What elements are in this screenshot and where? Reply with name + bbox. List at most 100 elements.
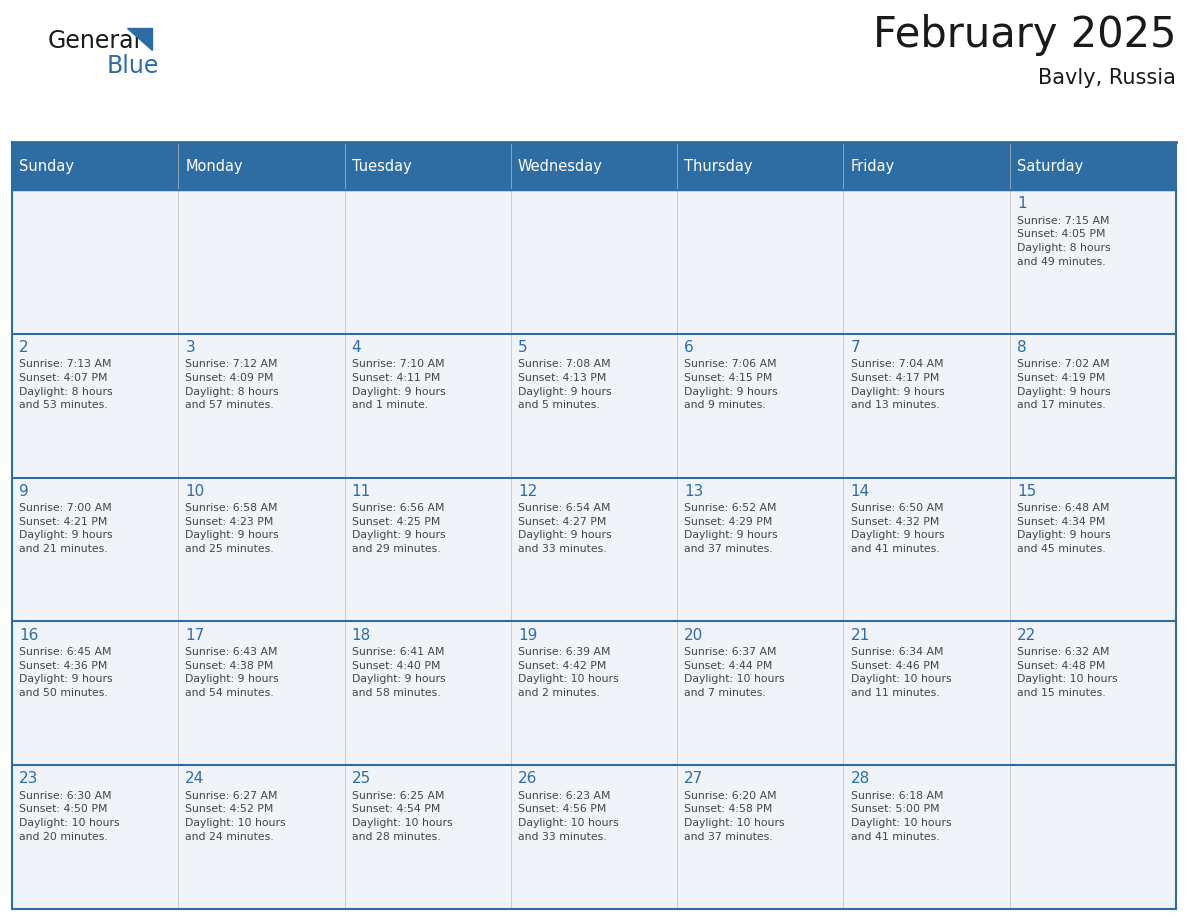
Text: Tuesday: Tuesday [352, 159, 411, 174]
Bar [178, 477, 345, 621]
Bar [511, 765, 677, 909]
Text: 6: 6 [684, 341, 694, 355]
Text: Bavly, Russia: Bavly, Russia [1038, 68, 1176, 88]
Text: 23: 23 [19, 771, 38, 787]
Bar [843, 621, 1010, 765]
Bar [843, 477, 1010, 621]
Text: Friday: Friday [851, 159, 895, 174]
Text: Saturday: Saturday [1017, 159, 1083, 174]
Text: Sunrise: 6:43 AM
Sunset: 4:38 PM
Daylight: 9 hours
and 54 minutes.: Sunrise: 6:43 AM Sunset: 4:38 PM Dayligh… [185, 647, 279, 698]
Bar [345, 142, 511, 190]
Text: February 2025: February 2025 [873, 14, 1176, 56]
Bar [843, 142, 1010, 190]
Text: Sunrise: 6:39 AM
Sunset: 4:42 PM
Daylight: 10 hours
and 2 minutes.: Sunrise: 6:39 AM Sunset: 4:42 PM Dayligh… [518, 647, 619, 698]
Text: Sunrise: 7:02 AM
Sunset: 4:19 PM
Daylight: 9 hours
and 17 minutes.: Sunrise: 7:02 AM Sunset: 4:19 PM Dayligh… [1017, 360, 1111, 410]
Text: 8: 8 [1017, 341, 1026, 355]
Text: Sunrise: 6:27 AM
Sunset: 4:52 PM
Daylight: 10 hours
and 24 minutes.: Sunrise: 6:27 AM Sunset: 4:52 PM Dayligh… [185, 790, 286, 842]
Text: 2: 2 [19, 341, 29, 355]
Text: Sunrise: 7:08 AM
Sunset: 4:13 PM
Daylight: 9 hours
and 5 minutes.: Sunrise: 7:08 AM Sunset: 4:13 PM Dayligh… [518, 360, 612, 410]
Text: Sunrise: 7:12 AM
Sunset: 4:09 PM
Daylight: 8 hours
and 57 minutes.: Sunrise: 7:12 AM Sunset: 4:09 PM Dayligh… [185, 360, 279, 410]
Text: 5: 5 [518, 341, 527, 355]
Bar [178, 621, 345, 765]
Text: Blue: Blue [107, 54, 159, 78]
Text: 20: 20 [684, 628, 703, 643]
Text: Sunrise: 6:58 AM
Sunset: 4:23 PM
Daylight: 9 hours
and 25 minutes.: Sunrise: 6:58 AM Sunset: 4:23 PM Dayligh… [185, 503, 279, 554]
Bar [178, 334, 345, 477]
Bar [178, 142, 345, 190]
Text: Sunrise: 6:52 AM
Sunset: 4:29 PM
Daylight: 9 hours
and 37 minutes.: Sunrise: 6:52 AM Sunset: 4:29 PM Dayligh… [684, 503, 778, 554]
Bar [178, 190, 345, 334]
Text: Sunrise: 6:20 AM
Sunset: 4:58 PM
Daylight: 10 hours
and 37 minutes.: Sunrise: 6:20 AM Sunset: 4:58 PM Dayligh… [684, 790, 785, 842]
Text: 13: 13 [684, 484, 703, 499]
Text: Sunrise: 6:32 AM
Sunset: 4:48 PM
Daylight: 10 hours
and 15 minutes.: Sunrise: 6:32 AM Sunset: 4:48 PM Dayligh… [1017, 647, 1118, 698]
Text: Sunday: Sunday [19, 159, 74, 174]
Text: Sunrise: 6:34 AM
Sunset: 4:46 PM
Daylight: 10 hours
and 11 minutes.: Sunrise: 6:34 AM Sunset: 4:46 PM Dayligh… [851, 647, 952, 698]
Text: 14: 14 [851, 484, 870, 499]
Text: 4: 4 [352, 341, 361, 355]
Text: Sunrise: 6:41 AM
Sunset: 4:40 PM
Daylight: 9 hours
and 58 minutes.: Sunrise: 6:41 AM Sunset: 4:40 PM Dayligh… [352, 647, 446, 698]
Text: Sunrise: 7:13 AM
Sunset: 4:07 PM
Daylight: 8 hours
and 53 minutes.: Sunrise: 7:13 AM Sunset: 4:07 PM Dayligh… [19, 360, 113, 410]
Bar [1010, 190, 1176, 334]
Text: 25: 25 [352, 771, 371, 787]
Text: 27: 27 [684, 771, 703, 787]
Text: Sunrise: 6:37 AM
Sunset: 4:44 PM
Daylight: 10 hours
and 7 minutes.: Sunrise: 6:37 AM Sunset: 4:44 PM Dayligh… [684, 647, 785, 698]
Text: 22: 22 [1017, 628, 1036, 643]
Bar [511, 142, 677, 190]
Bar [1010, 142, 1176, 190]
Bar [843, 334, 1010, 477]
Bar [511, 477, 677, 621]
Text: 10: 10 [185, 484, 204, 499]
Bar [12, 765, 178, 909]
Text: 15: 15 [1017, 484, 1036, 499]
Bar [511, 190, 677, 334]
Text: Monday: Monday [185, 159, 244, 174]
Text: 16: 16 [19, 628, 38, 643]
Bar [1010, 765, 1176, 909]
Text: General: General [48, 29, 140, 53]
Text: Sunrise: 6:30 AM
Sunset: 4:50 PM
Daylight: 10 hours
and 20 minutes.: Sunrise: 6:30 AM Sunset: 4:50 PM Dayligh… [19, 790, 120, 842]
Text: Sunrise: 7:00 AM
Sunset: 4:21 PM
Daylight: 9 hours
and 21 minutes.: Sunrise: 7:00 AM Sunset: 4:21 PM Dayligh… [19, 503, 113, 554]
Text: Sunrise: 6:18 AM
Sunset: 5:00 PM
Daylight: 10 hours
and 41 minutes.: Sunrise: 6:18 AM Sunset: 5:00 PM Dayligh… [851, 790, 952, 842]
Text: 21: 21 [851, 628, 870, 643]
Bar [345, 190, 511, 334]
Text: Sunrise: 6:23 AM
Sunset: 4:56 PM
Daylight: 10 hours
and 33 minutes.: Sunrise: 6:23 AM Sunset: 4:56 PM Dayligh… [518, 790, 619, 842]
Text: Sunrise: 6:56 AM
Sunset: 4:25 PM
Daylight: 9 hours
and 29 minutes.: Sunrise: 6:56 AM Sunset: 4:25 PM Dayligh… [352, 503, 446, 554]
Bar [677, 765, 843, 909]
Bar [12, 334, 178, 477]
Text: Sunrise: 7:04 AM
Sunset: 4:17 PM
Daylight: 9 hours
and 13 minutes.: Sunrise: 7:04 AM Sunset: 4:17 PM Dayligh… [851, 360, 944, 410]
Text: Sunrise: 6:45 AM
Sunset: 4:36 PM
Daylight: 9 hours
and 50 minutes.: Sunrise: 6:45 AM Sunset: 4:36 PM Dayligh… [19, 647, 113, 698]
Bar [1010, 621, 1176, 765]
Bar [843, 765, 1010, 909]
Text: 9: 9 [19, 484, 29, 499]
Text: Sunrise: 7:15 AM
Sunset: 4:05 PM
Daylight: 8 hours
and 49 minutes.: Sunrise: 7:15 AM Sunset: 4:05 PM Dayligh… [1017, 216, 1111, 266]
Text: 11: 11 [352, 484, 371, 499]
Text: 28: 28 [851, 771, 870, 787]
Text: 1: 1 [1017, 196, 1026, 211]
Text: Sunrise: 7:10 AM
Sunset: 4:11 PM
Daylight: 9 hours
and 1 minute.: Sunrise: 7:10 AM Sunset: 4:11 PM Dayligh… [352, 360, 446, 410]
Bar [677, 477, 843, 621]
Text: Sunrise: 6:54 AM
Sunset: 4:27 PM
Daylight: 9 hours
and 33 minutes.: Sunrise: 6:54 AM Sunset: 4:27 PM Dayligh… [518, 503, 612, 554]
Bar [1010, 334, 1176, 477]
Text: 17: 17 [185, 628, 204, 643]
Text: 19: 19 [518, 628, 537, 643]
Bar [843, 190, 1010, 334]
Text: 24: 24 [185, 771, 204, 787]
Text: 26: 26 [518, 771, 537, 787]
Text: 7: 7 [851, 341, 860, 355]
Text: 18: 18 [352, 628, 371, 643]
Bar [178, 765, 345, 909]
Text: Sunrise: 6:25 AM
Sunset: 4:54 PM
Daylight: 10 hours
and 28 minutes.: Sunrise: 6:25 AM Sunset: 4:54 PM Dayligh… [352, 790, 453, 842]
Bar [12, 190, 178, 334]
Polygon shape [127, 28, 152, 50]
Bar [677, 621, 843, 765]
Bar [511, 334, 677, 477]
Bar [677, 190, 843, 334]
Bar [12, 477, 178, 621]
Bar [12, 621, 178, 765]
Bar [511, 621, 677, 765]
Text: 3: 3 [185, 341, 195, 355]
Text: Sunrise: 7:06 AM
Sunset: 4:15 PM
Daylight: 9 hours
and 9 minutes.: Sunrise: 7:06 AM Sunset: 4:15 PM Dayligh… [684, 360, 778, 410]
Text: Sunrise: 6:50 AM
Sunset: 4:32 PM
Daylight: 9 hours
and 41 minutes.: Sunrise: 6:50 AM Sunset: 4:32 PM Dayligh… [851, 503, 944, 554]
Bar [345, 477, 511, 621]
Bar [677, 142, 843, 190]
